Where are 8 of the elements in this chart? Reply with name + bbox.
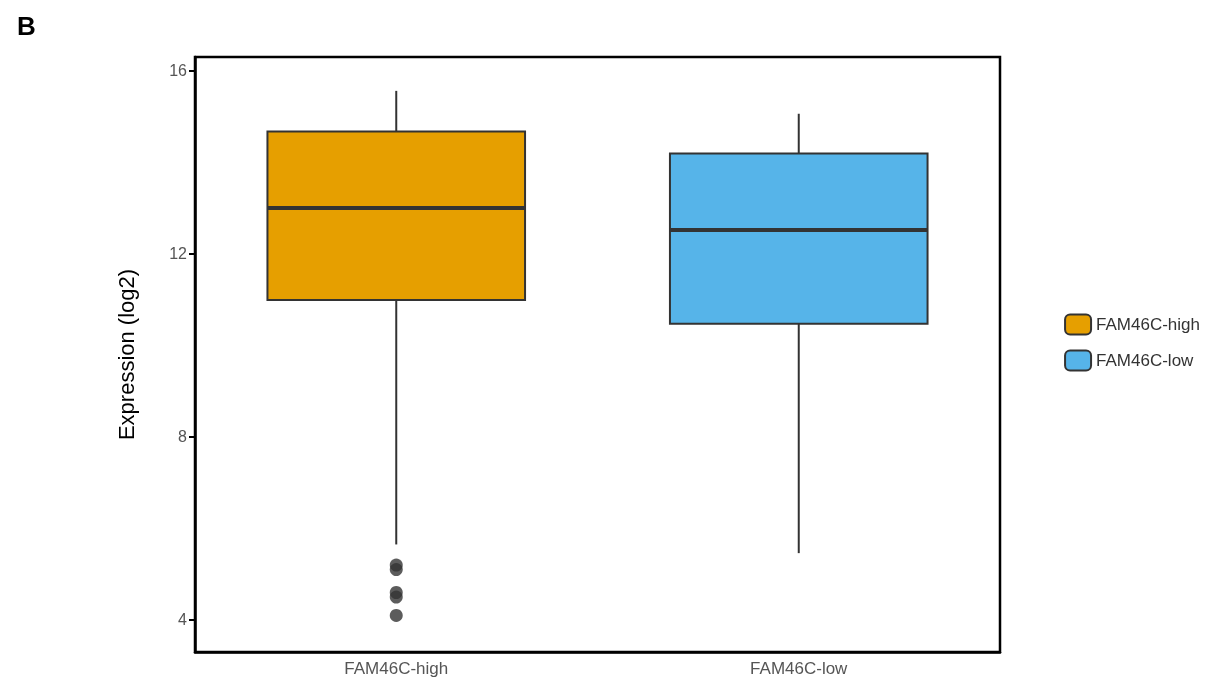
legend-label: FAM46C-low <box>1096 351 1195 370</box>
y-tick-label: 16 <box>169 62 188 80</box>
y-tick-label: 8 <box>178 428 188 446</box>
y-axis-title: Expression (log2) <box>113 268 139 441</box>
chart-title: B <box>17 11 36 41</box>
y-tick-label: 4 <box>178 611 188 629</box>
legend-label: FAM46C-high <box>1096 315 1200 334</box>
y-tick-label: 12 <box>169 245 188 263</box>
